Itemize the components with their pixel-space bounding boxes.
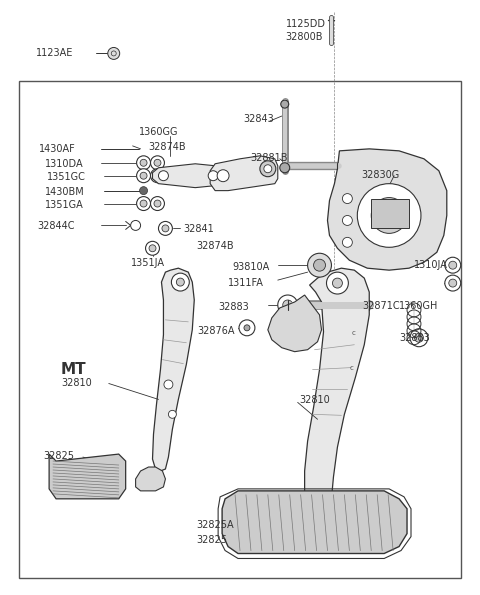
Text: 32810: 32810 <box>61 378 92 387</box>
Text: 32810: 32810 <box>300 396 330 405</box>
Polygon shape <box>153 164 220 187</box>
Polygon shape <box>153 268 194 471</box>
Polygon shape <box>136 467 166 491</box>
Circle shape <box>137 196 151 211</box>
Circle shape <box>333 278 342 288</box>
Circle shape <box>308 253 332 277</box>
Text: 1360GH: 1360GH <box>399 301 438 311</box>
Circle shape <box>357 184 421 248</box>
Circle shape <box>154 172 161 179</box>
Text: 32881B: 32881B <box>250 153 288 163</box>
Text: 32841: 32841 <box>183 224 214 234</box>
Text: 32876A: 32876A <box>197 326 235 336</box>
Circle shape <box>145 242 159 255</box>
Polygon shape <box>210 156 278 190</box>
Text: 1311FA: 1311FA <box>228 278 264 288</box>
Text: 32825A: 32825A <box>196 519 234 530</box>
Polygon shape <box>327 149 447 270</box>
Circle shape <box>264 165 272 173</box>
Text: 1351GC: 1351GC <box>47 172 86 181</box>
Text: 1360GG: 1360GG <box>139 127 178 137</box>
Text: 32874B: 32874B <box>148 142 186 152</box>
Circle shape <box>137 156 151 170</box>
Bar <box>371 199 409 228</box>
Polygon shape <box>268 295 322 352</box>
Text: 32825: 32825 <box>196 535 227 544</box>
Circle shape <box>208 171 218 181</box>
Circle shape <box>326 272 348 294</box>
Circle shape <box>313 259 325 271</box>
Circle shape <box>140 172 147 179</box>
Circle shape <box>342 193 352 203</box>
Text: c: c <box>349 365 353 371</box>
Circle shape <box>171 273 189 291</box>
Text: 32844C: 32844C <box>37 221 75 231</box>
Text: 1123AE: 1123AE <box>36 48 73 58</box>
Text: 32830G: 32830G <box>361 170 399 180</box>
Circle shape <box>371 198 407 233</box>
Circle shape <box>140 159 147 166</box>
Circle shape <box>149 245 156 252</box>
Polygon shape <box>305 268 369 513</box>
Circle shape <box>137 169 151 183</box>
Text: c: c <box>351 330 355 336</box>
Circle shape <box>281 100 288 108</box>
Circle shape <box>278 295 298 315</box>
Circle shape <box>342 237 352 248</box>
Text: 1310DA: 1310DA <box>45 159 84 169</box>
Circle shape <box>449 279 457 287</box>
Circle shape <box>162 225 169 232</box>
Circle shape <box>158 171 168 181</box>
Circle shape <box>410 329 428 347</box>
Circle shape <box>244 325 250 331</box>
Circle shape <box>415 333 423 342</box>
Text: 32871C: 32871C <box>362 301 400 311</box>
Circle shape <box>108 48 120 60</box>
Circle shape <box>164 380 173 389</box>
Circle shape <box>158 221 172 236</box>
Circle shape <box>342 215 352 226</box>
Circle shape <box>445 257 461 273</box>
Circle shape <box>280 163 290 173</box>
Circle shape <box>154 159 161 166</box>
Circle shape <box>176 278 184 286</box>
Circle shape <box>151 169 165 183</box>
Polygon shape <box>222 491 407 553</box>
Circle shape <box>140 200 147 207</box>
Text: 1351GA: 1351GA <box>45 199 84 209</box>
Text: 1430AF: 1430AF <box>39 144 76 154</box>
Text: 1430BM: 1430BM <box>45 187 85 196</box>
Circle shape <box>449 261 457 269</box>
Bar <box>19 82 461 578</box>
Text: MT: MT <box>61 362 87 377</box>
Circle shape <box>140 187 147 195</box>
Text: 32883: 32883 <box>218 302 249 312</box>
Text: 32800B: 32800B <box>286 32 323 42</box>
Circle shape <box>239 320 255 336</box>
Circle shape <box>131 221 141 230</box>
Polygon shape <box>49 454 126 499</box>
Circle shape <box>217 170 229 181</box>
Circle shape <box>168 411 176 418</box>
Text: 1351JA: 1351JA <box>131 258 165 268</box>
Circle shape <box>154 200 161 207</box>
Text: 1125DD: 1125DD <box>286 18 326 29</box>
Text: 93810A: 93810A <box>232 262 269 272</box>
Text: 32843: 32843 <box>243 114 274 124</box>
Circle shape <box>260 161 276 177</box>
Text: 32825: 32825 <box>43 451 74 461</box>
Circle shape <box>151 156 165 170</box>
Circle shape <box>445 275 461 291</box>
Circle shape <box>283 300 293 310</box>
Text: 1310JA: 1310JA <box>414 260 448 270</box>
Circle shape <box>151 196 165 211</box>
Text: 32883: 32883 <box>399 333 430 343</box>
Text: 32874B: 32874B <box>196 242 234 251</box>
